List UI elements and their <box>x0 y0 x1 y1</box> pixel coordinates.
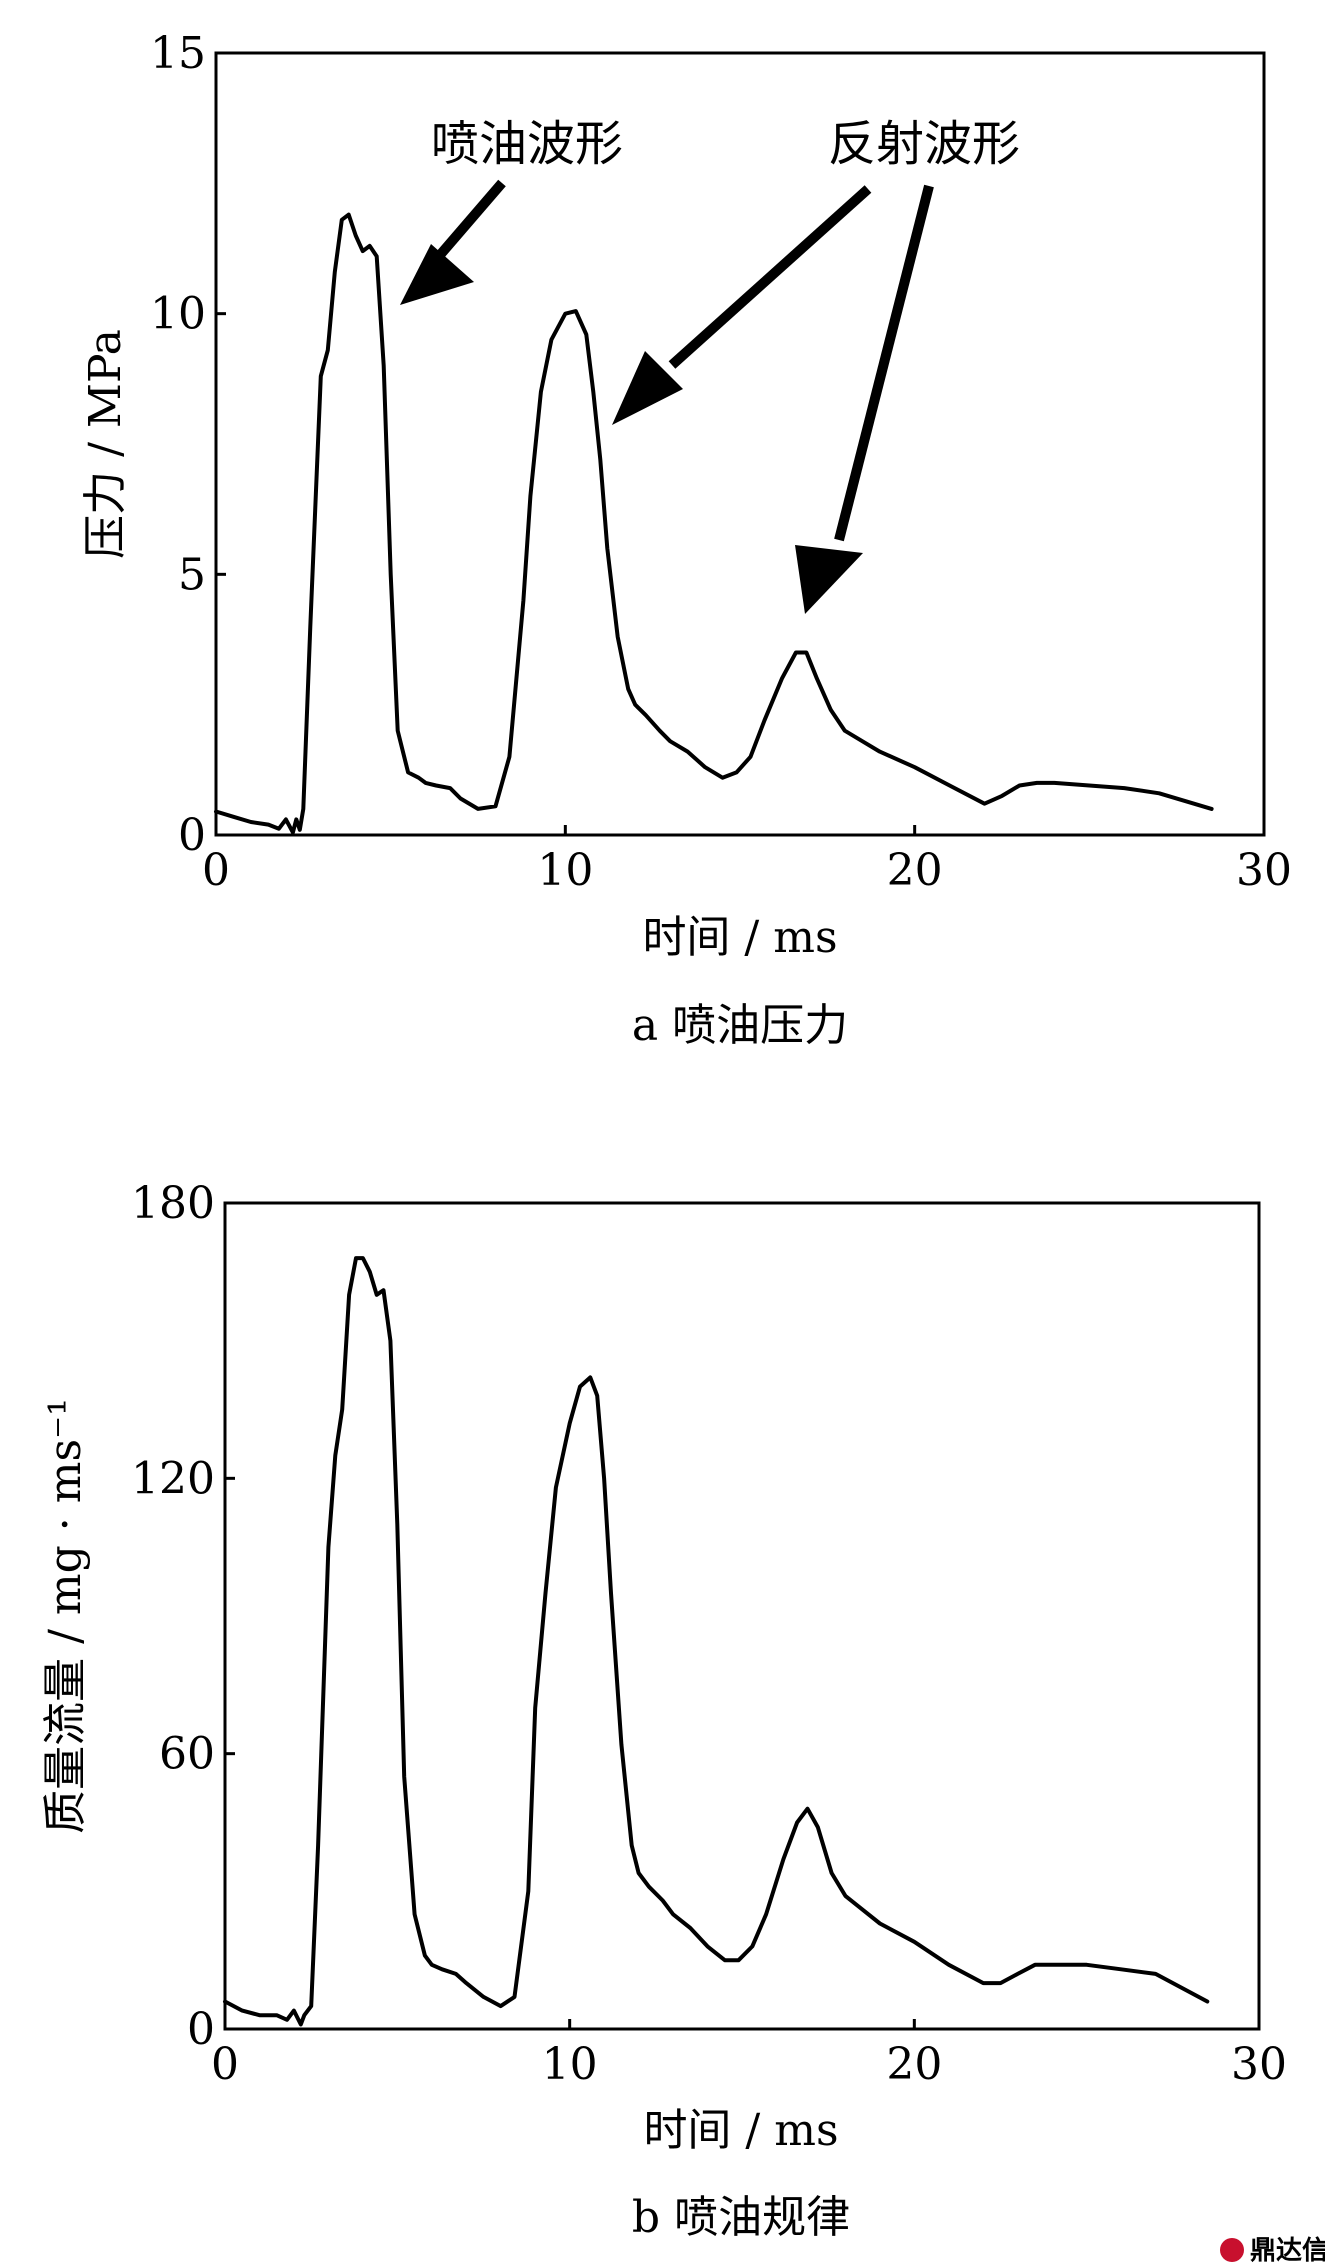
y-tick-label: 5 <box>178 549 206 600</box>
x-tick-labels: 0 10 20 30 <box>202 825 1292 896</box>
caption-a: a 喷油压力 <box>632 1000 848 1051</box>
x-tick-label: 20 <box>886 2039 942 2090</box>
y-tick-label: 10 <box>150 289 206 340</box>
annotation-arrow-injection <box>400 179 506 305</box>
x-axis-label: 时间 / ms <box>642 912 837 963</box>
y-axis-label: 压力 / MPa <box>80 329 131 559</box>
x-tick-label: 30 <box>1236 845 1292 896</box>
x-tick-label: 10 <box>542 2039 598 2090</box>
x-tick-label: 30 <box>1231 2039 1287 2090</box>
chart-mass-flow: 0 60 120 180 0 10 20 30 时间 / ms 质量流量 / mg · ms… <box>40 1178 1287 2243</box>
y-tick-labels: 0 60 120 180 <box>131 1178 235 2055</box>
y-tick-label: 180 <box>131 1178 215 1229</box>
y-tick-labels: 0 5 10 15 <box>150 28 226 861</box>
annotation-reflection-label: 反射波形 <box>828 116 1020 172</box>
watermark: 鼎达信 <box>1220 2236 1325 2266</box>
plot-frame <box>223 1201 1261 2031</box>
annotation-arrow-reflection-1 <box>612 185 872 425</box>
annotation-arrow-reflection-2 <box>795 184 934 614</box>
y-tick-label: 120 <box>131 1453 215 1504</box>
watermark-text: 鼎达信 <box>1250 2236 1325 2266</box>
y-tick-label: 0 <box>187 2004 215 2055</box>
logo-icon <box>1220 2238 1244 2262</box>
x-tick-label: 20 <box>887 845 943 896</box>
x-tick-label: 0 <box>202 845 230 896</box>
y-tick-label: 15 <box>150 28 206 79</box>
y-tick-label: 60 <box>159 1729 215 1780</box>
x-tick-label: 0 <box>211 2039 239 2090</box>
y-tick-label: 0 <box>178 810 206 861</box>
x-tick-labels: 0 10 20 30 <box>211 2019 1287 2090</box>
plot-frame <box>214 51 1266 837</box>
pressure-series-line <box>214 212 1214 835</box>
x-tick-label: 10 <box>537 845 593 896</box>
x-axis-label: 时间 / ms <box>643 2105 838 2156</box>
y-axis-label: 质量流量 / mg · ms⁻¹ <box>40 1398 91 1834</box>
caption-b: b 喷油规律 <box>632 2192 850 2243</box>
mass-flow-series-line <box>223 1256 1210 2027</box>
chart-pressure: 0 5 10 15 0 10 20 30 喷油波形 反射波形 时间 / ms 压力 / MP… <box>80 28 1292 1051</box>
annotation-injection-label: 喷油波形 <box>431 116 623 172</box>
